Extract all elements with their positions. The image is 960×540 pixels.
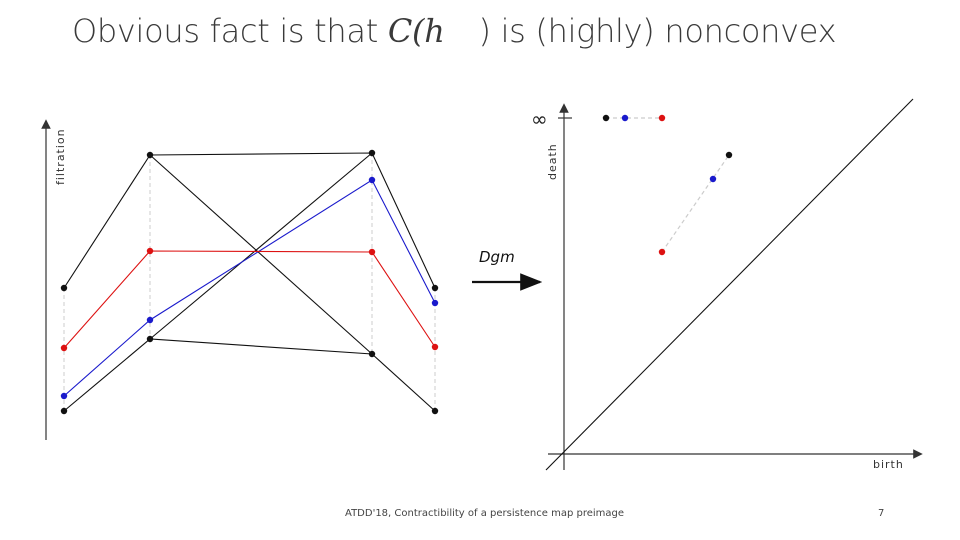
blue-curve (63, 179, 436, 397)
black-top-curve (63, 152, 436, 289)
red-points (60, 247, 439, 352)
black-bottom-curve (63, 338, 436, 412)
point (60, 407, 68, 415)
black-cross-line-1 (149, 154, 373, 355)
diagram-point-black-finite (725, 151, 733, 159)
slide-title: Obvious fact is that C(h ) is (highly) no… (72, 12, 837, 62)
point (431, 284, 439, 292)
point (368, 149, 376, 157)
death-axis-label: death (546, 143, 559, 180)
birth-axis-label: birth (873, 458, 904, 471)
diagram-point-blue-infinite (621, 114, 629, 122)
red-curve (63, 250, 436, 349)
point (146, 335, 154, 343)
title-suffix: ) is (highly) nonconvex (478, 12, 837, 50)
point (431, 343, 439, 351)
page-number: 7 (878, 508, 885, 519)
black-cross-line-2 (149, 152, 373, 340)
diagram-point-blue-finite (709, 175, 717, 183)
diagram-point-red-infinite (658, 114, 666, 122)
point (60, 344, 68, 352)
point (431, 407, 439, 415)
title-prefix: Obvious fact is that (72, 12, 378, 50)
point (146, 247, 154, 255)
point (368, 248, 376, 256)
blue-points (60, 176, 439, 400)
vertical-guides (63, 153, 436, 411)
black-points (60, 149, 439, 415)
point (60, 392, 68, 400)
finite-points-connector (661, 154, 730, 253)
point (368, 350, 376, 358)
infinity-label: ∞ (531, 107, 548, 131)
slide-footer: ATDD'18, Contractibility of a persistenc… (345, 508, 625, 519)
diagram-point-black-infinite (602, 114, 610, 122)
point (146, 316, 154, 324)
point (146, 151, 154, 159)
filtration-axis-label: filtration (54, 128, 67, 185)
point (431, 299, 439, 307)
diagram-point-red-finite (658, 248, 666, 256)
point (60, 284, 68, 292)
point (368, 176, 376, 184)
dgm-label: Dgm (479, 248, 515, 266)
diagonal-line (545, 98, 914, 471)
title-math: C(h (387, 12, 445, 50)
